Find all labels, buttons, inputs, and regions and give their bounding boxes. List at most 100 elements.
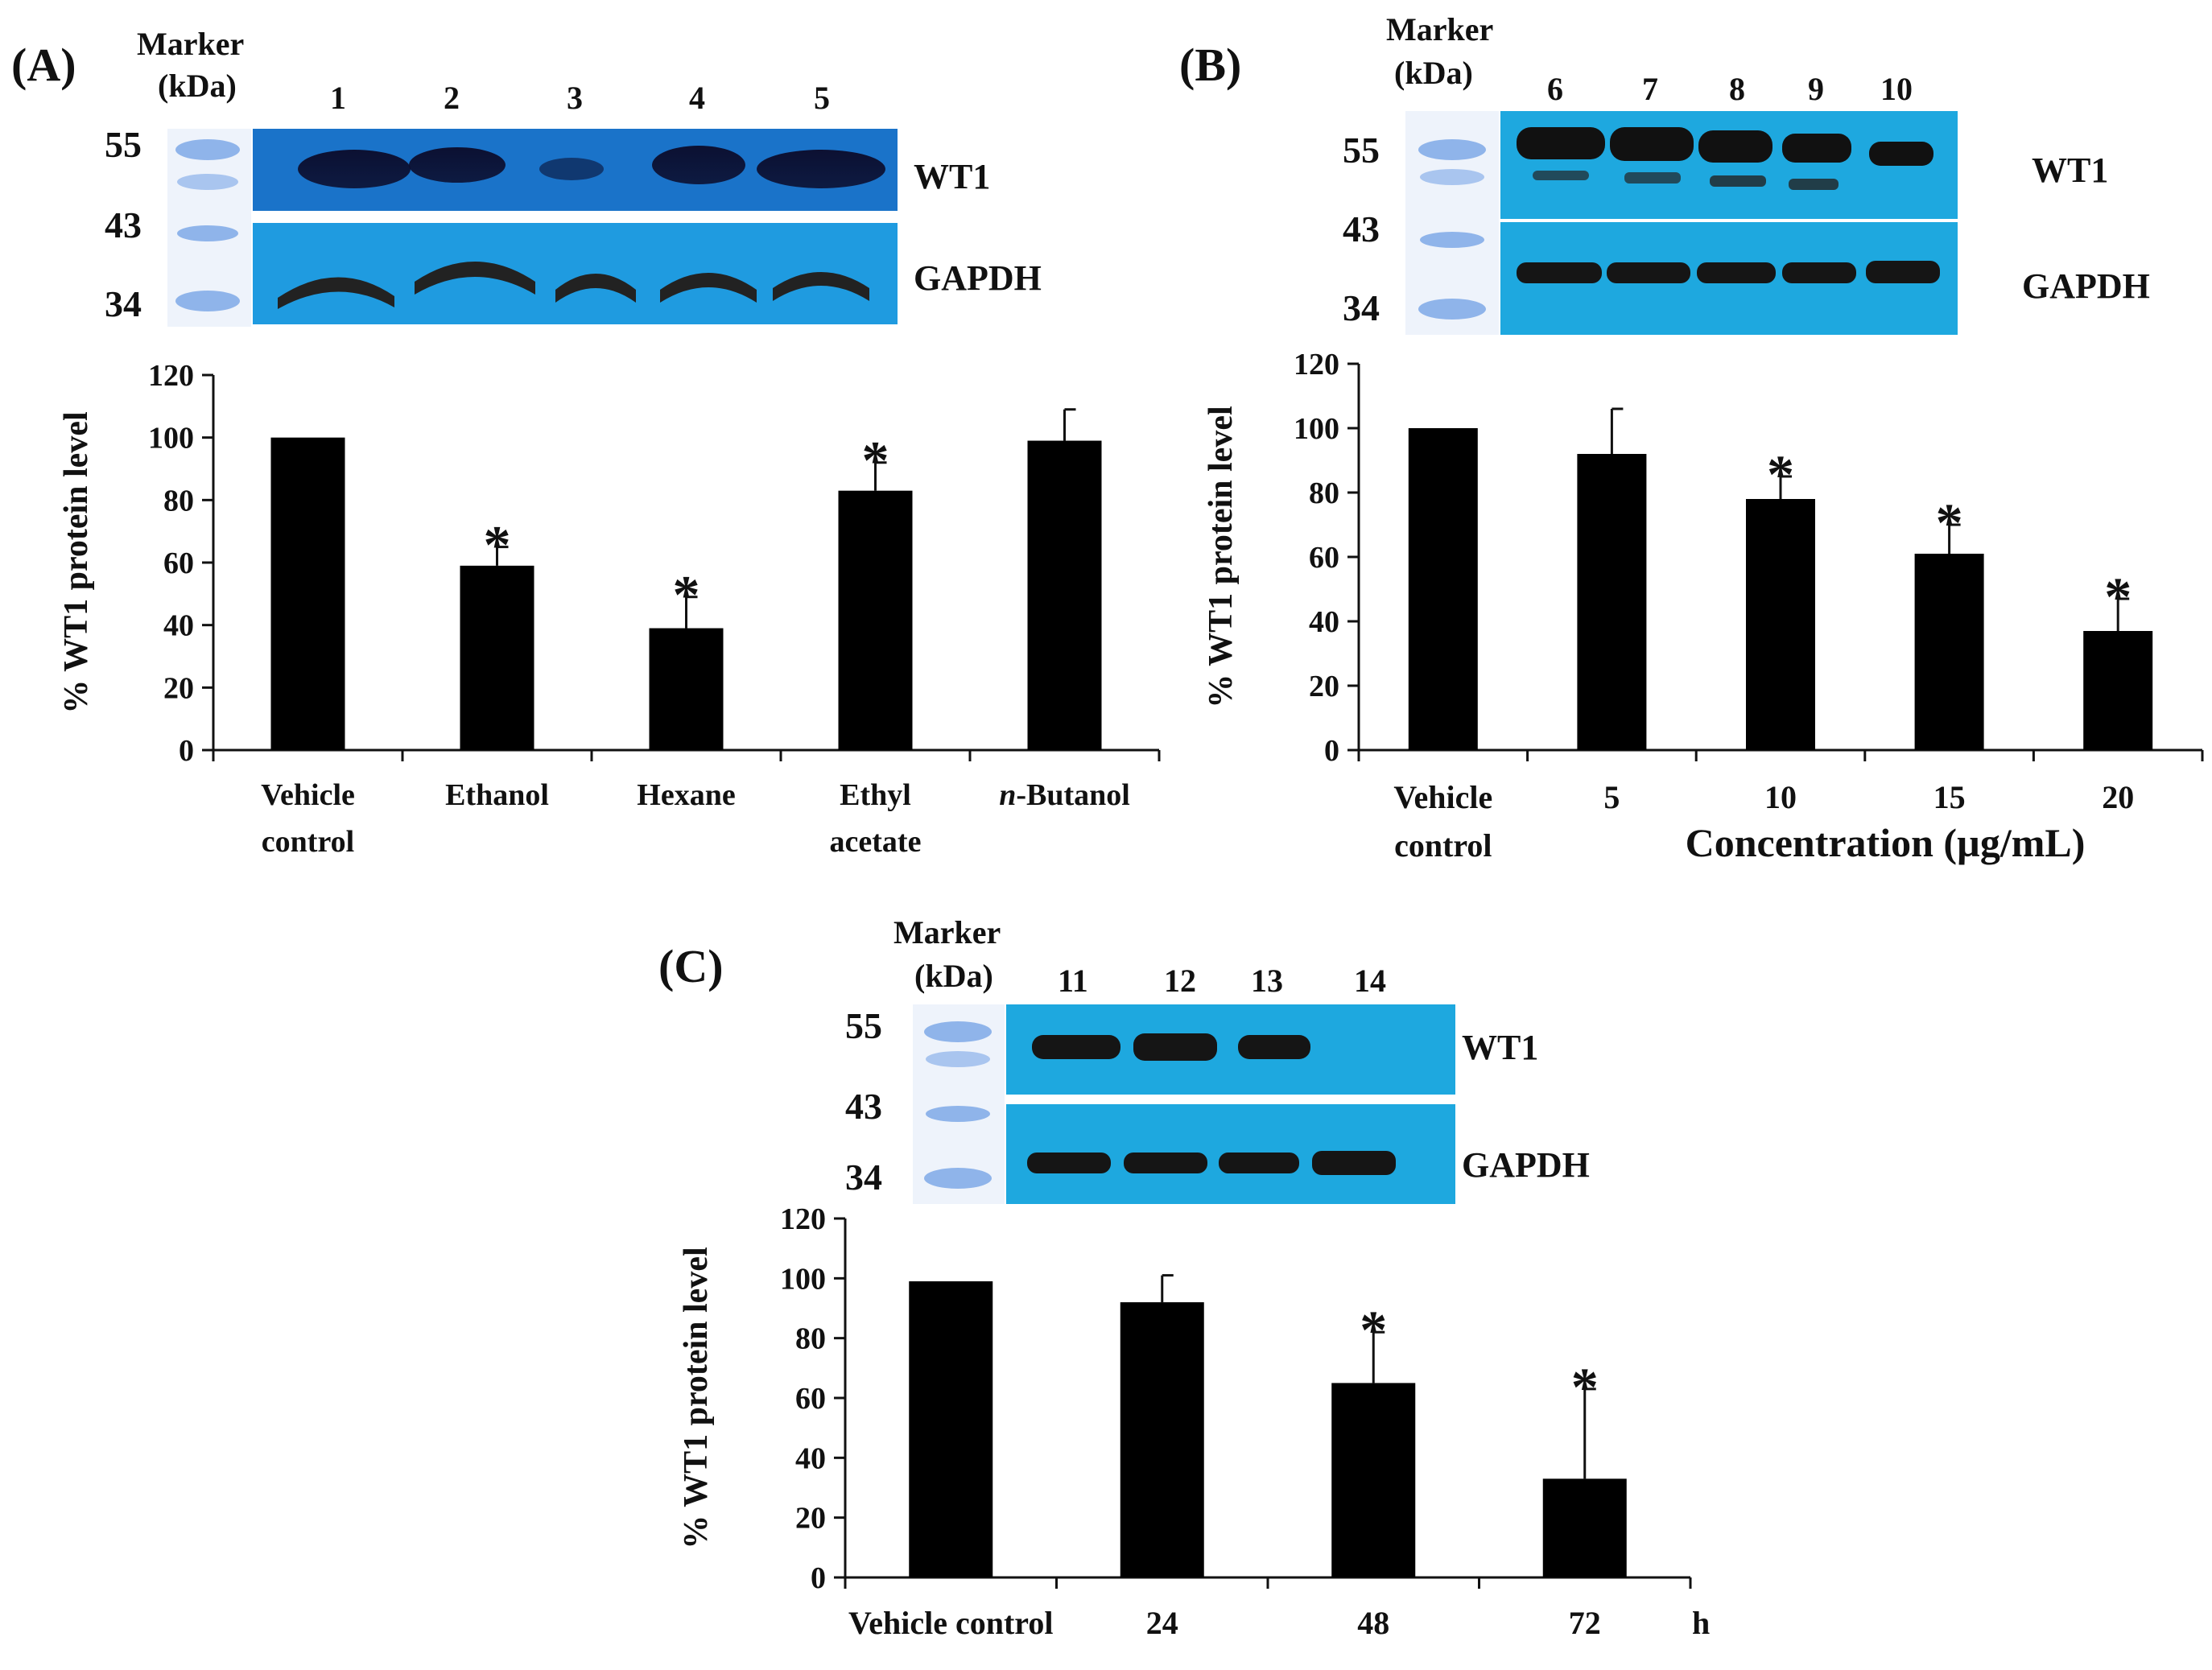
gapdh-band [1027, 1153, 1111, 1173]
x-tick-label: Vehicle control [848, 1605, 1053, 1641]
bar [1542, 1478, 1627, 1577]
marker-band [924, 1168, 992, 1189]
x-tick-label: control [262, 825, 354, 859]
significance-star: * [484, 514, 511, 575]
y-tick-label: 100 [780, 1262, 826, 1296]
bar [909, 1281, 993, 1577]
lane-number: 10 [1880, 71, 1913, 107]
kda-43: 43 [105, 204, 142, 245]
wt1-band [1133, 1033, 1217, 1061]
significance-star: * [1571, 1356, 1599, 1417]
x-tick-label: Ethanol [445, 778, 549, 812]
bar [1577, 454, 1647, 750]
significance-star: * [1767, 443, 1794, 505]
gapdh-band [1517, 262, 1602, 283]
marker-band [1418, 299, 1486, 320]
gapdh-band [1219, 1153, 1299, 1173]
wt1-band [1698, 130, 1772, 163]
lane-number: 11 [1058, 963, 1088, 999]
panel-b: (B) Marker (kDa) 55 43 34 6 7 8 9 10 WT1… [1179, 11, 2204, 865]
lane-number: 3 [567, 80, 583, 116]
x-tick-label: Hexane [637, 778, 735, 812]
bar [1331, 1383, 1416, 1577]
wt1-minor-band [1533, 171, 1589, 180]
bar [1408, 428, 1478, 750]
wt1-band [1782, 134, 1851, 163]
gapdh-band [278, 277, 394, 309]
panel-label: (B) [1179, 39, 1241, 91]
kda-55: 55 [845, 1005, 882, 1046]
lane-number: 12 [1164, 963, 1196, 999]
x-tick-label: control [1394, 827, 1492, 864]
bar [1914, 554, 1984, 750]
marker-band [924, 1021, 992, 1042]
y-tick-label: 0 [1324, 734, 1339, 768]
significance-star: * [673, 564, 700, 625]
marker-title-line1: Marker [1386, 11, 1493, 47]
y-tick-label: 40 [163, 609, 194, 643]
marker-title-line2: (kDa) [914, 958, 993, 994]
kda-34: 34 [1343, 287, 1380, 328]
y-tick-label: 20 [795, 1502, 826, 1536]
gapdh-band [1312, 1151, 1396, 1175]
marker-title-line1: Marker [137, 26, 244, 62]
kda-43: 43 [845, 1086, 882, 1127]
marker-title-line2: (kDa) [1394, 55, 1473, 91]
y-tick-label: 20 [163, 671, 194, 705]
kda-34: 34 [105, 283, 142, 324]
lane-number: 7 [1642, 71, 1658, 107]
gapdh-band [415, 262, 535, 295]
bar [460, 565, 534, 750]
bar-chart-a: 0 20 40 60 80 100 120 Vehicle control * Ethanol * He… [58, 359, 1161, 859]
lane-number: 9 [1808, 71, 1824, 107]
marker-band [1420, 169, 1484, 185]
significance-star: * [862, 430, 889, 491]
y-tick-label: 40 [795, 1441, 826, 1475]
x-tick-label: n-Butanol [999, 778, 1130, 812]
marker-band [926, 1051, 990, 1067]
kda-55: 55 [1343, 130, 1380, 171]
wt1-band [652, 146, 745, 184]
y-tick-label: 80 [1309, 476, 1339, 510]
y-tick-label: 100 [148, 422, 194, 456]
bar [1027, 440, 1102, 750]
lane-number: 14 [1354, 963, 1386, 999]
y-tick-label: 120 [1294, 348, 1339, 381]
bar [1746, 499, 1815, 750]
bar-chart-b: 0 20 40 60 80 100 120 Vehicle control 5 * 10 * 15 * 20%… [1203, 348, 2204, 865]
x-tick-label: 20 [2102, 779, 2134, 815]
y-tick-label: 80 [795, 1322, 826, 1356]
wt1-minor-band [1624, 172, 1681, 183]
lane-number: 2 [444, 80, 460, 116]
gapdh-band [1124, 1153, 1207, 1173]
gapdh-band [555, 274, 636, 303]
wt1-band [298, 150, 411, 188]
gapdh-band [1697, 262, 1776, 283]
bar [1120, 1302, 1204, 1577]
bar [2083, 631, 2153, 750]
marker-band [177, 225, 238, 241]
significance-star: * [2104, 566, 2132, 627]
wt1-band [1869, 142, 1933, 166]
wt1-band [1238, 1035, 1310, 1059]
y-tick-label: 120 [148, 359, 194, 393]
y-axis-label: % WT1 protein level [58, 411, 95, 713]
bar-chart-c: 0 20 40 60 80 100 120 Vehicle control 24 * 48 * 72 % … [678, 1202, 1710, 1641]
bar [838, 490, 913, 750]
x-tick-label: Vehicle [1393, 779, 1492, 815]
y-tick-label: 80 [163, 484, 194, 517]
wt1-band [757, 150, 885, 188]
y-tick-label: 100 [1294, 412, 1339, 446]
y-tick-label: 60 [1309, 541, 1339, 575]
blot-label-gapdh: GAPDH [1462, 1145, 1590, 1185]
x-tick-label: 48 [1357, 1605, 1389, 1641]
y-tick-label: 40 [1309, 605, 1339, 639]
y-tick-label: 0 [179, 734, 194, 768]
wt1-band [1610, 127, 1694, 161]
blot-label-gapdh: GAPDH [2022, 266, 2150, 306]
x-tick-label: Ethyl [840, 778, 911, 812]
y-tick-label: 60 [795, 1382, 826, 1416]
lane-number: 4 [689, 80, 705, 116]
panel-label: (A) [11, 39, 76, 91]
